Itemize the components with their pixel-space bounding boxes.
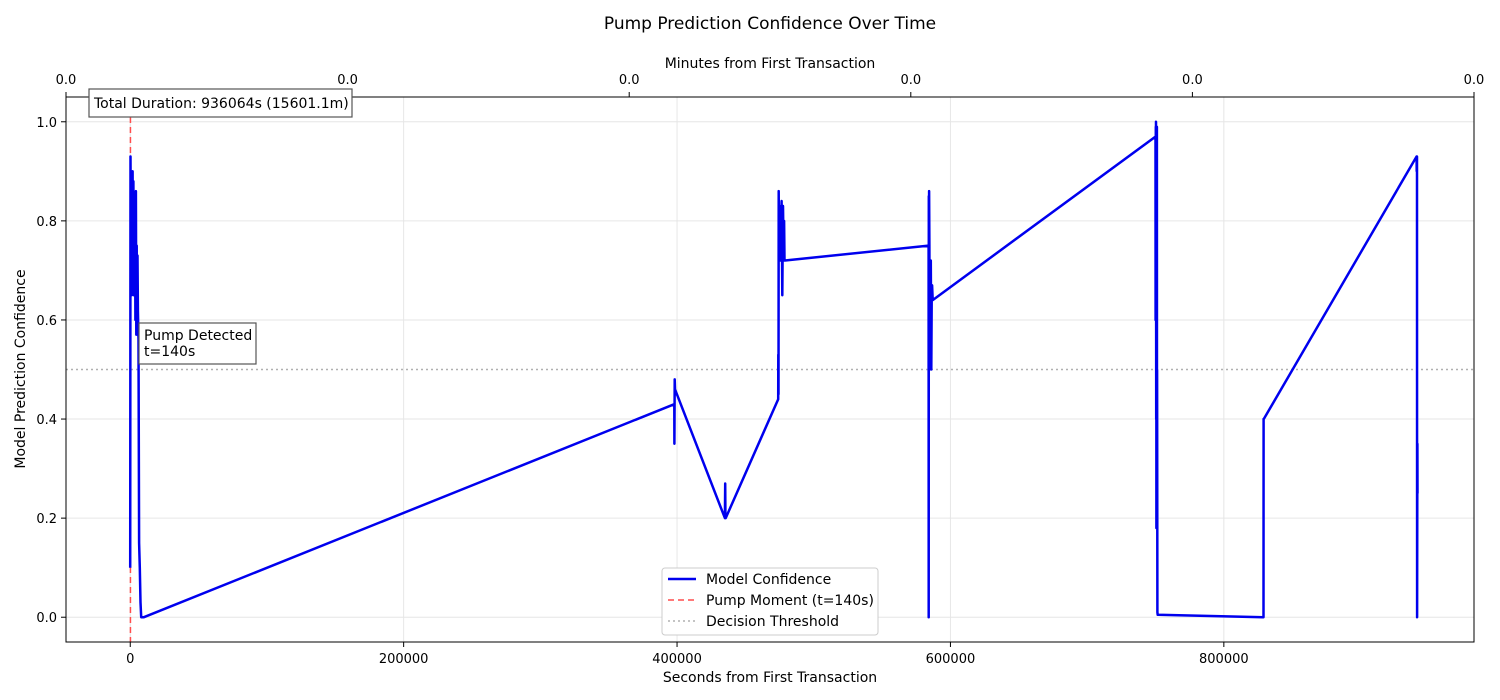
top-axis-label: Minutes from First Transaction [665, 56, 876, 72]
legend-pump-label: Pump Moment (t=140s) [706, 593, 874, 609]
top-tick-label: 0.0 [619, 73, 640, 88]
series-layer [128, 120, 1419, 619]
top-tick-label: 0.0 [900, 73, 921, 88]
legend: Model Confidence Pump Moment (t=140s) De… [661, 567, 879, 636]
x-tick-label: 800000 [1199, 652, 1249, 667]
y-tick-label: 0.6 [36, 314, 57, 329]
series-line-model-confidence [128, 120, 1419, 619]
chart-title: Pump Prediction Confidence Over Time [604, 14, 936, 34]
duration-annotation-box [88, 88, 353, 118]
x-tick-label: 0 [126, 652, 134, 667]
y-tick-label: 0.8 [36, 215, 57, 230]
legend-threshold-label: Decision Threshold [706, 614, 839, 630]
tick-layer: 0 200000 400000 600000 800000 0.0 0.2 0.4 0.6 0.8… [36, 73, 1484, 667]
y-tick-label: 0.4 [36, 413, 57, 428]
pump-annotation: Pump Detected t=140s [138, 322, 257, 365]
legend-series-label: Model Confidence [706, 572, 831, 588]
y-tick-label: 0.0 [36, 611, 57, 626]
duration-annotation-text: Total Duration: 936064s (15601.1m) [93, 96, 349, 112]
top-tick-label: 0.0 [1464, 73, 1485, 88]
top-tick-label: 0.0 [1182, 73, 1203, 88]
pump-annotation-line1: Pump Detected [144, 328, 252, 344]
x-tick-label: 200000 [379, 652, 429, 667]
x-axis-label: Seconds from First Transaction [663, 670, 877, 686]
y-tick-label: 1.0 [36, 116, 57, 131]
y-axis-label: Model Prediction Confidence [13, 269, 29, 468]
top-tick-label: 0.0 [337, 73, 358, 88]
plot-frame [65, 96, 1475, 643]
x-tick-label: 400000 [652, 652, 702, 667]
pump-annotation-box [138, 322, 257, 365]
pump-annotation-line2: t=140s [144, 344, 195, 360]
legend-box [661, 567, 879, 636]
duration-annotation: Total Duration: 936064s (15601.1m) [88, 88, 353, 118]
y-tick-label: 0.2 [36, 512, 57, 527]
top-tick-label: 0.0 [56, 73, 77, 88]
x-tick-label: 600000 [926, 652, 976, 667]
